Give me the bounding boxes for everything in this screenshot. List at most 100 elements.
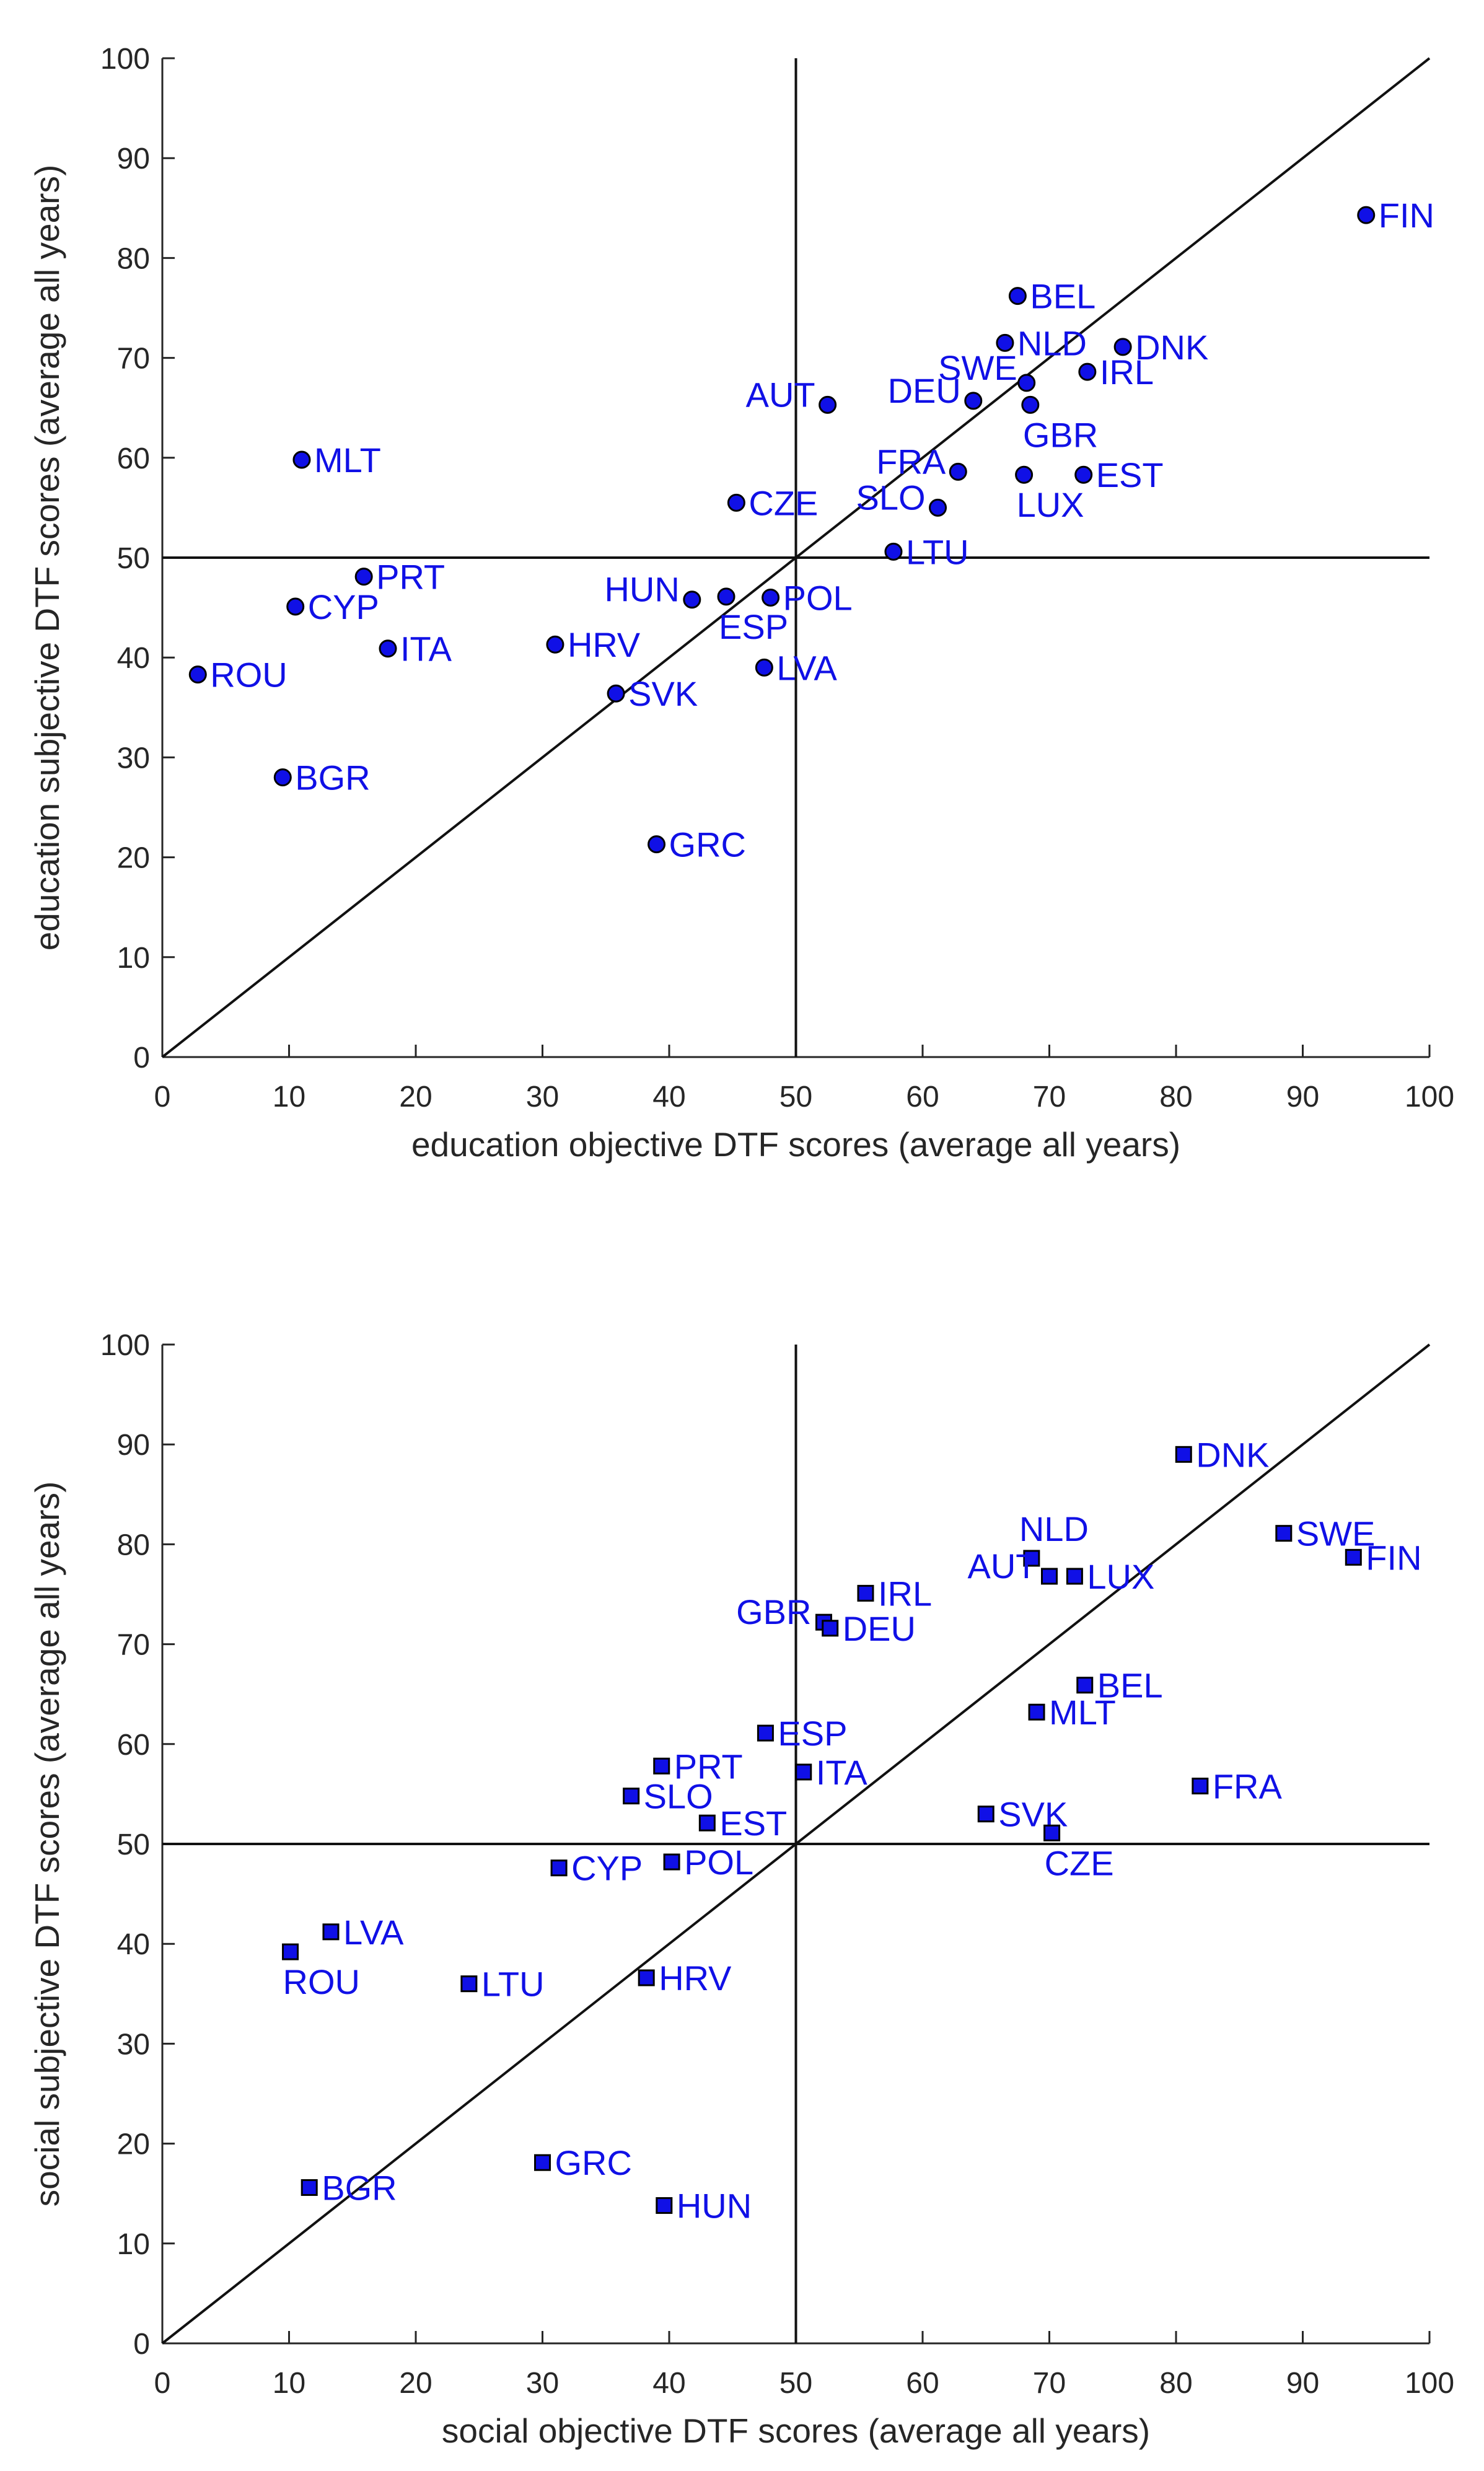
- data-label-cze: CZE: [749, 483, 818, 522]
- data-label-slo: SLO: [644, 1777, 713, 1816]
- y-tick-label: 60: [117, 1729, 150, 1762]
- data-label-hrv: HRV: [568, 625, 641, 664]
- data-point-mlt: [292, 450, 311, 469]
- y-tick-label: 90: [117, 143, 150, 175]
- data-point-irl: [857, 1584, 874, 1602]
- data-point-cyp: [286, 597, 305, 616]
- y-tick-label: 0: [133, 1042, 150, 1074]
- data-label-svk: SVK: [628, 674, 698, 713]
- data-label-grc: GRC: [555, 2143, 632, 2182]
- data-label-fin: FIN: [1366, 1538, 1421, 1577]
- data-label-ita: ITA: [816, 1753, 868, 1792]
- data-point-cze: [727, 493, 745, 512]
- data-point-slo: [929, 498, 947, 517]
- data-point-lux: [1015, 465, 1034, 484]
- data-point-lva: [755, 658, 773, 677]
- y-tick-label: 70: [117, 1629, 150, 1662]
- data-point-rou: [282, 1943, 299, 1960]
- data-label-rou: ROU: [283, 1962, 360, 2001]
- data-point-grc: [534, 2154, 551, 2171]
- x-tick-label: 40: [652, 2367, 685, 2400]
- data-point-pol: [663, 1853, 680, 1871]
- data-label-slo: SLO: [856, 478, 925, 517]
- data-label-cyp: CYP: [308, 587, 379, 626]
- x-tick-label: 100: [1405, 2367, 1454, 2400]
- data-label-cyp: CYP: [571, 1849, 643, 1888]
- data-point-aut: [1041, 1568, 1058, 1585]
- data-label-lva: LVA: [776, 648, 837, 687]
- data-label-grc: GRC: [669, 825, 746, 864]
- data-label-irl: IRL: [1100, 353, 1154, 392]
- x-tick-label: 40: [652, 1081, 685, 1113]
- data-label-hrv: HRV: [659, 1959, 732, 1998]
- x-tick-label: 50: [779, 2367, 812, 2400]
- data-label-hun: HUN: [604, 570, 679, 609]
- x-tick-label: 0: [154, 1081, 171, 1113]
- x-tick-label: 10: [273, 2367, 305, 2400]
- x-tick-label: 90: [1286, 2367, 1319, 2400]
- x-tick-label: 70: [1033, 1081, 1066, 1113]
- data-point-bgr: [273, 768, 292, 787]
- data-point-aut: [819, 395, 837, 414]
- y-tick-label: 10: [117, 2228, 150, 2261]
- data-label-nld: NLD: [1019, 1509, 1089, 1548]
- data-label-aut: AUT: [968, 1547, 1037, 1586]
- y-tick-label: 100: [100, 1329, 150, 1362]
- y-tick-label: 70: [117, 343, 150, 375]
- x-tick-label: 100: [1405, 1081, 1454, 1113]
- x-tick-label: 0: [154, 2367, 171, 2400]
- x-tick-label: 20: [399, 2367, 432, 2400]
- y-tick-label: 50: [117, 1828, 150, 1861]
- data-point-est: [698, 1814, 716, 1832]
- data-label-bel: BEL: [1097, 1666, 1163, 1705]
- x-axis-label: social objective DTF scores (average all…: [442, 2412, 1150, 2450]
- data-point-ita: [379, 639, 397, 658]
- y-axis-label: education subjective DTF scores (average…: [28, 165, 66, 951]
- x-tick-label: 30: [526, 1081, 559, 1113]
- data-point-dnk: [1175, 1446, 1192, 1463]
- y-tick-label: 30: [117, 2028, 150, 2061]
- data-point-hun: [683, 590, 701, 609]
- data-point-pol: [762, 588, 780, 607]
- data-label-prt: PRT: [674, 1747, 743, 1786]
- data-label-esp: ESP: [778, 1714, 847, 1753]
- data-point-fin: [1357, 206, 1376, 224]
- data-point-grc: [648, 835, 666, 854]
- data-point-irl: [1078, 362, 1097, 381]
- y-tick-label: 100: [100, 43, 150, 76]
- data-label-esp: ESP: [719, 607, 788, 646]
- data-point-fra: [949, 462, 967, 481]
- x-tick-label: 90: [1286, 1081, 1319, 1113]
- data-point-deu: [822, 1620, 839, 1637]
- data-point-gbr: [1021, 395, 1040, 414]
- data-label-aut: AUT: [746, 375, 815, 414]
- data-point-hrv: [638, 1969, 655, 1986]
- data-point-nld: [996, 333, 1014, 352]
- data-point-swe: [1017, 374, 1036, 392]
- data-label-hun: HUN: [677, 2187, 752, 2226]
- data-label-ita: ITA: [400, 630, 452, 669]
- data-point-esp: [757, 1724, 774, 1742]
- data-label-pol: POL: [783, 578, 853, 617]
- data-label-fra: FRA: [876, 442, 946, 481]
- diagonal-reference-line: [161, 1343, 1431, 2345]
- data-label-gbr: GBR: [736, 1592, 811, 1631]
- x-tick-label: 80: [1159, 1081, 1192, 1113]
- data-point-svk: [977, 1806, 994, 1823]
- data-point-ltu: [884, 542, 903, 561]
- y-tick-label: 40: [117, 1928, 150, 1961]
- data-point-bel: [1008, 287, 1027, 305]
- data-point-hun: [656, 2197, 673, 2214]
- data-label-mlt: MLT: [314, 441, 381, 480]
- data-point-bgr: [301, 2179, 318, 2197]
- y-tick-label: 30: [117, 742, 150, 775]
- x-tick-label: 70: [1033, 2367, 1066, 2400]
- data-point-prt: [354, 568, 373, 586]
- data-label-fin: FIN: [1379, 196, 1434, 235]
- x-tick-label: 60: [906, 1081, 939, 1113]
- data-point-ita: [795, 1763, 812, 1781]
- data-label-deu: DEU: [843, 1609, 916, 1648]
- data-point-bel: [1076, 1677, 1094, 1694]
- chart-panel-2: 0 10 20 30 40 50 60 70 80 90 100 0 10 20 30 40 50 60 70 80 9…: [28, 1329, 1454, 2450]
